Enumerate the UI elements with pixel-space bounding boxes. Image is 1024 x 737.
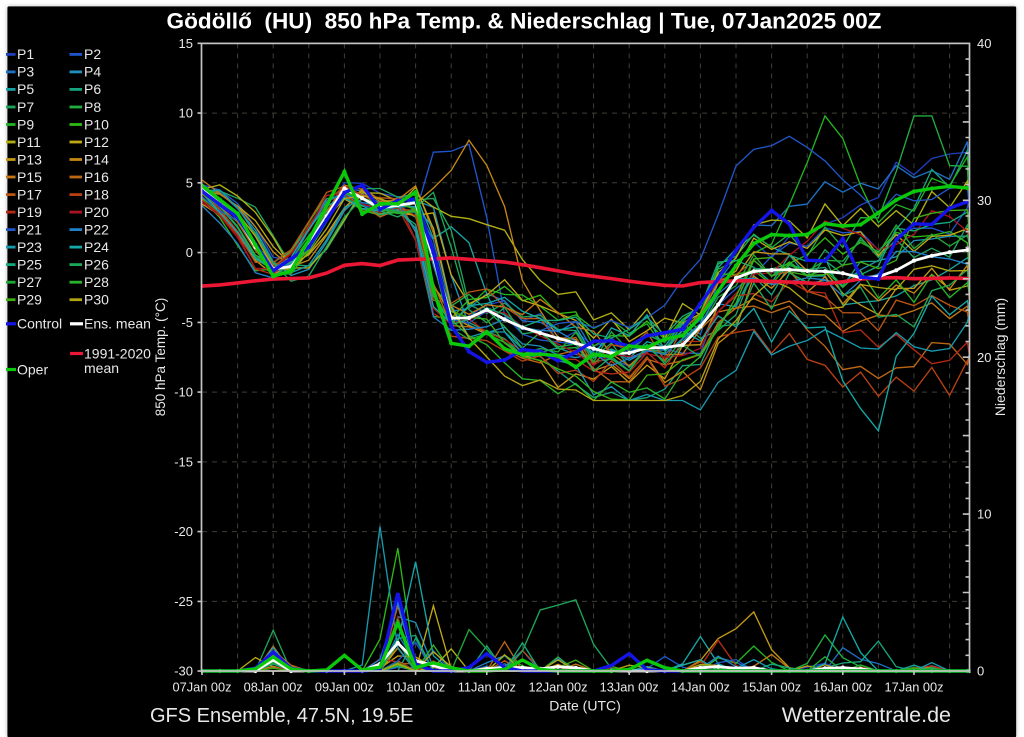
svg-text:-5: -5 <box>181 315 193 330</box>
svg-text:-30: -30 <box>174 664 193 679</box>
svg-text:P7: P7 <box>17 99 34 115</box>
svg-text:Gödöllő (HU) 850 hPa Temp. &: Gödöllő (HU) 850 hPa Temp. & Niederschla… <box>167 9 882 34</box>
svg-text:P19: P19 <box>17 204 42 220</box>
svg-text:P5: P5 <box>17 81 34 97</box>
svg-text:P11: P11 <box>17 134 41 150</box>
svg-text:1991-2020: 1991-2020 <box>84 345 151 361</box>
svg-text:P18: P18 <box>84 186 109 202</box>
svg-text:11Jan 00z: 11Jan 00z <box>458 680 516 695</box>
svg-text:16Jan 00z: 16Jan 00z <box>813 680 872 695</box>
svg-text:17Jan 00z: 17Jan 00z <box>884 680 943 695</box>
svg-text:5: 5 <box>186 175 193 190</box>
svg-text:15: 15 <box>179 36 193 51</box>
svg-text:P12: P12 <box>84 134 109 150</box>
svg-text:Niederschlag (mm): Niederschlag (mm) <box>992 298 1008 416</box>
svg-text:0: 0 <box>977 664 984 679</box>
svg-text:GFS Ensemble, 47.5N, 19.5E: GFS Ensemble, 47.5N, 19.5E <box>150 705 413 727</box>
svg-text:-10: -10 <box>174 385 193 400</box>
svg-text:15Jan 00z: 15Jan 00z <box>742 680 801 695</box>
svg-text:P22: P22 <box>84 221 109 237</box>
svg-text:-25: -25 <box>174 594 193 609</box>
svg-text:P9: P9 <box>17 116 34 132</box>
svg-text:P3: P3 <box>17 64 34 80</box>
svg-text:P16: P16 <box>84 169 109 185</box>
svg-text:10: 10 <box>977 507 991 522</box>
svg-text:P28: P28 <box>84 274 109 290</box>
svg-text:Wetterzentrale.de: Wetterzentrale.de <box>782 703 951 727</box>
svg-text:13Jan 00z: 13Jan 00z <box>600 680 659 695</box>
svg-text:07Jan 00z: 07Jan 00z <box>172 680 231 695</box>
svg-text:mean: mean <box>84 360 119 376</box>
svg-text:850 hPa Temp. (°C): 850 hPa Temp. (°C) <box>153 298 168 416</box>
svg-text:0: 0 <box>186 245 193 260</box>
svg-text:P10: P10 <box>84 116 109 132</box>
svg-text:P26: P26 <box>84 256 109 272</box>
svg-text:P21: P21 <box>17 221 42 237</box>
svg-text:P24: P24 <box>84 239 109 255</box>
svg-text:P29: P29 <box>17 292 42 308</box>
svg-text:10: 10 <box>179 106 193 121</box>
svg-text:09Jan 00z: 09Jan 00z <box>315 680 374 695</box>
svg-text:30: 30 <box>977 193 991 208</box>
svg-text:12Jan 00z: 12Jan 00z <box>528 680 587 695</box>
svg-text:P13: P13 <box>17 151 42 167</box>
svg-text:P1: P1 <box>17 46 34 62</box>
svg-text:40: 40 <box>977 36 991 51</box>
svg-text:14Jan 00z: 14Jan 00z <box>671 680 730 695</box>
svg-text:20: 20 <box>977 350 991 365</box>
svg-text:08Jan 00z: 08Jan 00z <box>244 680 303 695</box>
svg-text:10Jan 00z: 10Jan 00z <box>386 680 445 695</box>
svg-text:Ens. mean: Ens. mean <box>84 316 151 332</box>
svg-text:Date (UTC): Date (UTC) <box>549 698 621 714</box>
svg-text:P30: P30 <box>84 292 109 308</box>
svg-text:P25: P25 <box>17 256 42 272</box>
svg-text:P2: P2 <box>84 46 101 62</box>
svg-text:Oper: Oper <box>17 361 48 377</box>
svg-text:P6: P6 <box>84 81 101 97</box>
svg-text:P23: P23 <box>17 239 42 255</box>
svg-text:-15: -15 <box>174 455 193 470</box>
svg-text:-20: -20 <box>174 524 193 539</box>
svg-text:P14: P14 <box>84 151 109 167</box>
svg-text:P4: P4 <box>84 64 101 80</box>
svg-text:Control: Control <box>17 316 62 332</box>
svg-text:P27: P27 <box>17 274 42 290</box>
svg-text:P17: P17 <box>17 186 42 202</box>
svg-text:P8: P8 <box>84 99 101 115</box>
svg-text:P20: P20 <box>84 204 109 220</box>
svg-text:P15: P15 <box>17 169 42 185</box>
